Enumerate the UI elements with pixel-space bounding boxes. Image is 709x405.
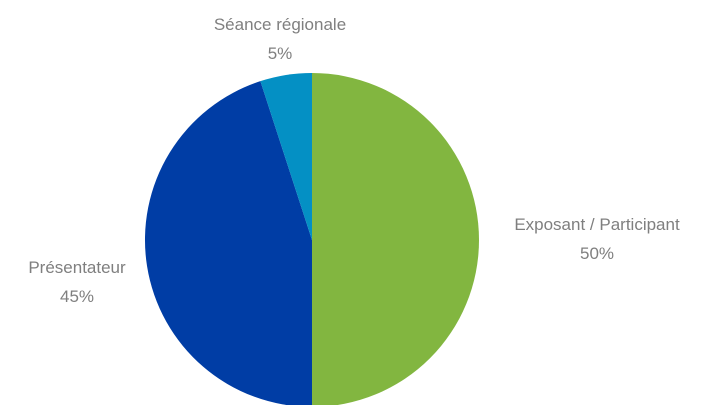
slice-value-label: 50% [580,244,614,263]
pie-slices [145,73,479,405]
slice-category-label: Exposant / Participant [514,215,680,234]
slice-value-label: 45% [60,287,94,306]
slice-value-label: 5% [268,44,293,63]
pie-slice-1 [312,73,479,405]
pie-slice-2 [145,81,312,405]
pie-labels: Exposant / Participant 50% Présentateur 45%… [28,15,680,306]
slice-category-label: Présentateur [28,258,126,277]
pie-slice-3 [260,73,312,240]
slice-category-label: Séance régionale [214,15,346,34]
